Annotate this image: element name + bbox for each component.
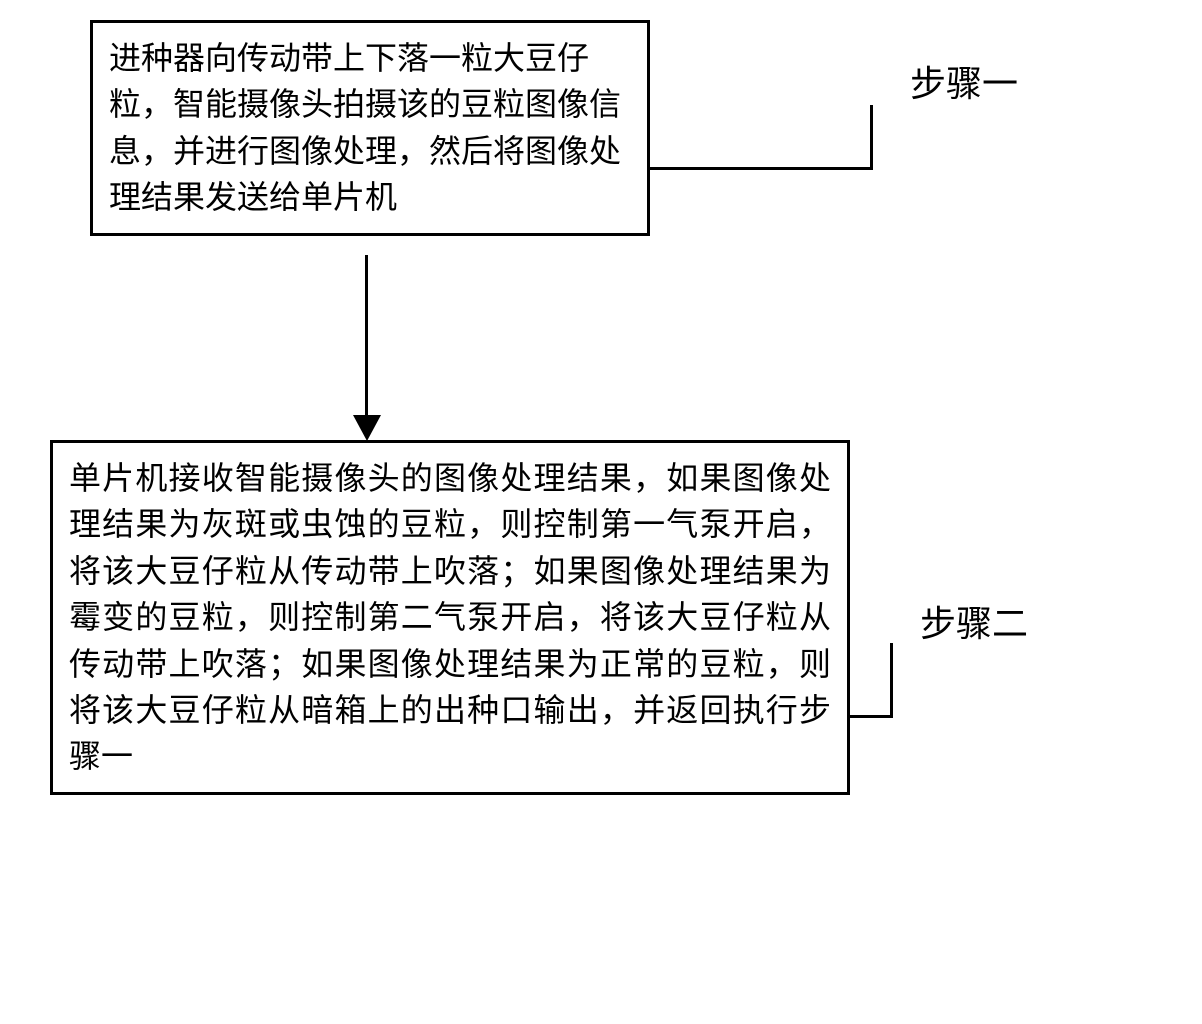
step2-box: 单片机接收智能摄像头的图像处理结果，如果图像处理结果为灰斑或虫蚀的豆粒，则控制第… bbox=[50, 440, 850, 795]
connector1-vertical bbox=[870, 105, 873, 170]
step2-text: 单片机接收智能摄像头的图像处理结果，如果图像处理结果为灰斑或虫蚀的豆粒，则控制第… bbox=[69, 460, 831, 774]
connector2-vertical bbox=[890, 643, 893, 718]
arrow-head-icon bbox=[353, 415, 381, 441]
flowchart-container: 进种器向传动带上下落一粒大豆仔粒，智能摄像头拍摄该的豆粒图像信息，并进行图像处理… bbox=[0, 0, 1202, 1024]
step2-label: 步骤二 bbox=[920, 595, 1028, 647]
connector2-horizontal bbox=[850, 715, 893, 718]
connector1-horizontal bbox=[650, 167, 873, 170]
step1-label: 步骤一 bbox=[910, 55, 1018, 107]
arrow-shaft bbox=[365, 255, 368, 420]
step1-text: 进种器向传动带上下落一粒大豆仔粒，智能摄像头拍摄该的豆粒图像信息，并进行图像处理… bbox=[109, 40, 621, 215]
step1-box: 进种器向传动带上下落一粒大豆仔粒，智能摄像头拍摄该的豆粒图像信息，并进行图像处理… bbox=[90, 20, 650, 236]
